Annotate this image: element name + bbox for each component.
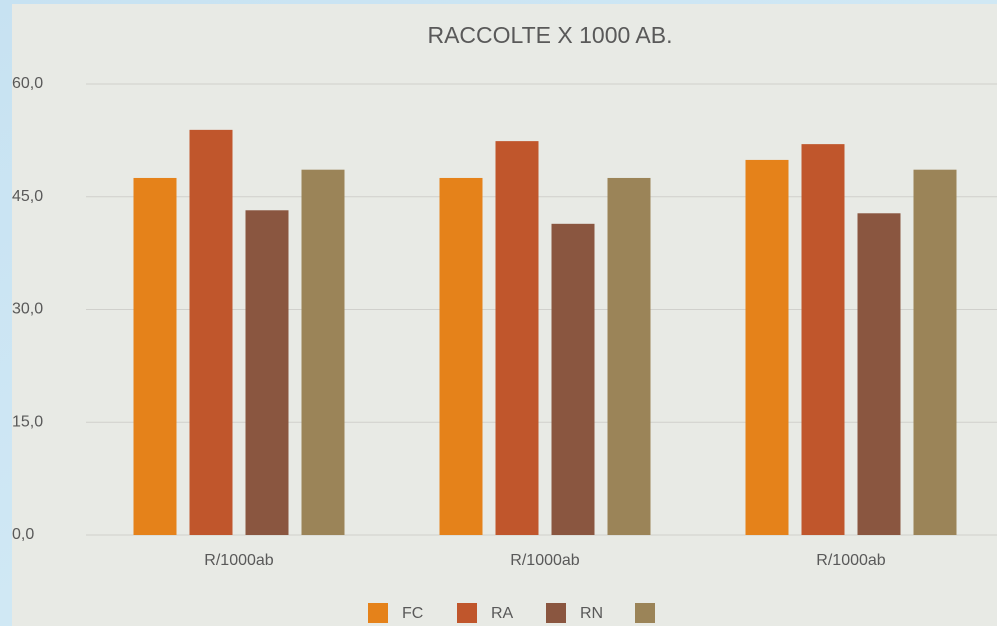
y-tick-label: 60,0 bbox=[12, 75, 43, 92]
bar bbox=[133, 177, 177, 536]
legend-swatch bbox=[368, 603, 388, 623]
y-tick-label: 15,0 bbox=[12, 413, 43, 430]
bar bbox=[607, 177, 651, 536]
bar bbox=[245, 210, 289, 535]
bar bbox=[439, 177, 483, 536]
bar bbox=[495, 141, 539, 536]
bar bbox=[301, 169, 345, 535]
bar bbox=[801, 144, 845, 535]
legend-label: FC bbox=[402, 605, 423, 622]
x-tick-label: R/1000ab bbox=[204, 552, 273, 569]
y-tick-label: 45,0 bbox=[12, 188, 43, 205]
bar bbox=[551, 223, 595, 535]
legend-swatch bbox=[546, 603, 566, 623]
chart-title: RACCOLTE X 1000 AB. bbox=[427, 22, 672, 48]
bar bbox=[189, 129, 233, 535]
legend-label: RN bbox=[580, 605, 603, 622]
x-tick-label: R/1000ab bbox=[510, 552, 579, 569]
bar bbox=[913, 169, 957, 535]
legend-swatch bbox=[635, 603, 655, 623]
y-tick-label: 30,0 bbox=[12, 301, 43, 318]
bar bbox=[745, 159, 789, 535]
bar bbox=[857, 213, 901, 535]
legend-label: RA bbox=[491, 605, 514, 622]
x-tick-label: R/1000ab bbox=[816, 552, 885, 569]
y-tick-label: 0,0 bbox=[12, 526, 34, 543]
legend-swatch bbox=[457, 603, 477, 623]
